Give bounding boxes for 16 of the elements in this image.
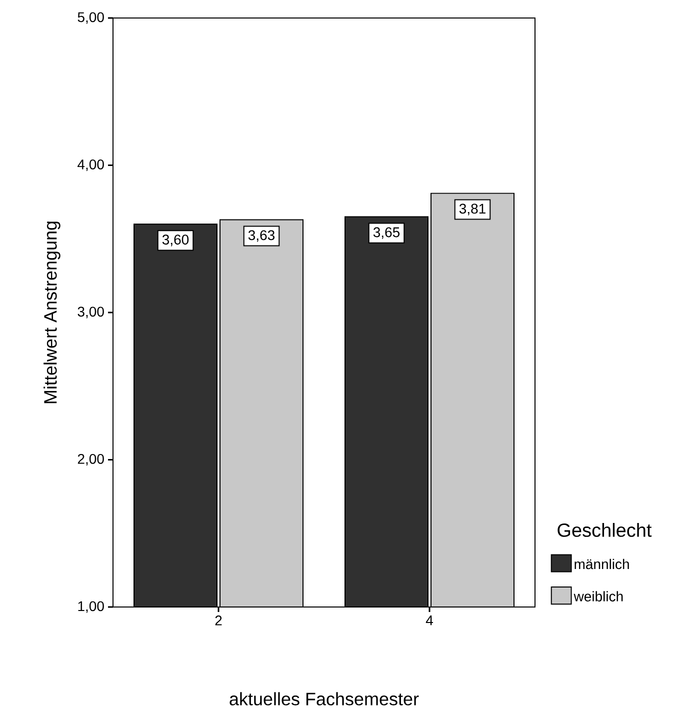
data-label: 3,63 bbox=[248, 230, 275, 242]
legend-label: weiblich bbox=[574, 591, 623, 602]
y-tick-label: 4,00 bbox=[78, 159, 104, 172]
y-axis-title: Mittelwert Anstrengung bbox=[44, 222, 60, 404]
data-label: 3,60 bbox=[162, 234, 189, 246]
data-label: 3,65 bbox=[373, 227, 400, 239]
x-tick-label: 2 bbox=[215, 616, 222, 626]
data-label: 3,81 bbox=[459, 204, 486, 216]
x-axis-title: aktuelles Fachsemester bbox=[230, 692, 419, 706]
legend-title: Geschlecht bbox=[558, 522, 652, 537]
x-tick-label: 4 bbox=[426, 616, 433, 626]
legend-label: männlich bbox=[574, 558, 629, 570]
y-tick-label: 5,00 bbox=[78, 12, 104, 24]
y-tick-label: 3,00 bbox=[78, 306, 104, 318]
y-tick-label: 1,00 bbox=[78, 601, 104, 613]
y-tick-label: 2,00 bbox=[78, 454, 104, 466]
